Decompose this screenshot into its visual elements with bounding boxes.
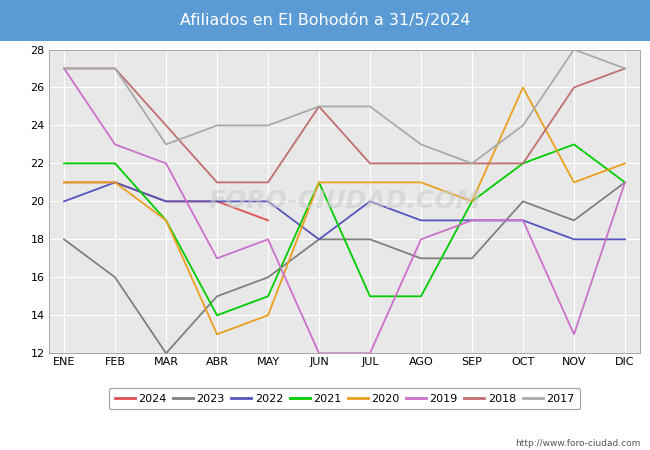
Text: http://www.foro-ciudad.com: http://www.foro-ciudad.com	[515, 439, 640, 448]
Legend: 2024, 2023, 2022, 2021, 2020, 2019, 2018, 2017: 2024, 2023, 2022, 2021, 2020, 2019, 2018…	[109, 388, 580, 410]
Text: FORO-CIUDAD.COM: FORO-CIUDAD.COM	[208, 189, 481, 213]
Text: Afiliados en El Bohodón a 31/5/2024: Afiliados en El Bohodón a 31/5/2024	[180, 13, 470, 28]
